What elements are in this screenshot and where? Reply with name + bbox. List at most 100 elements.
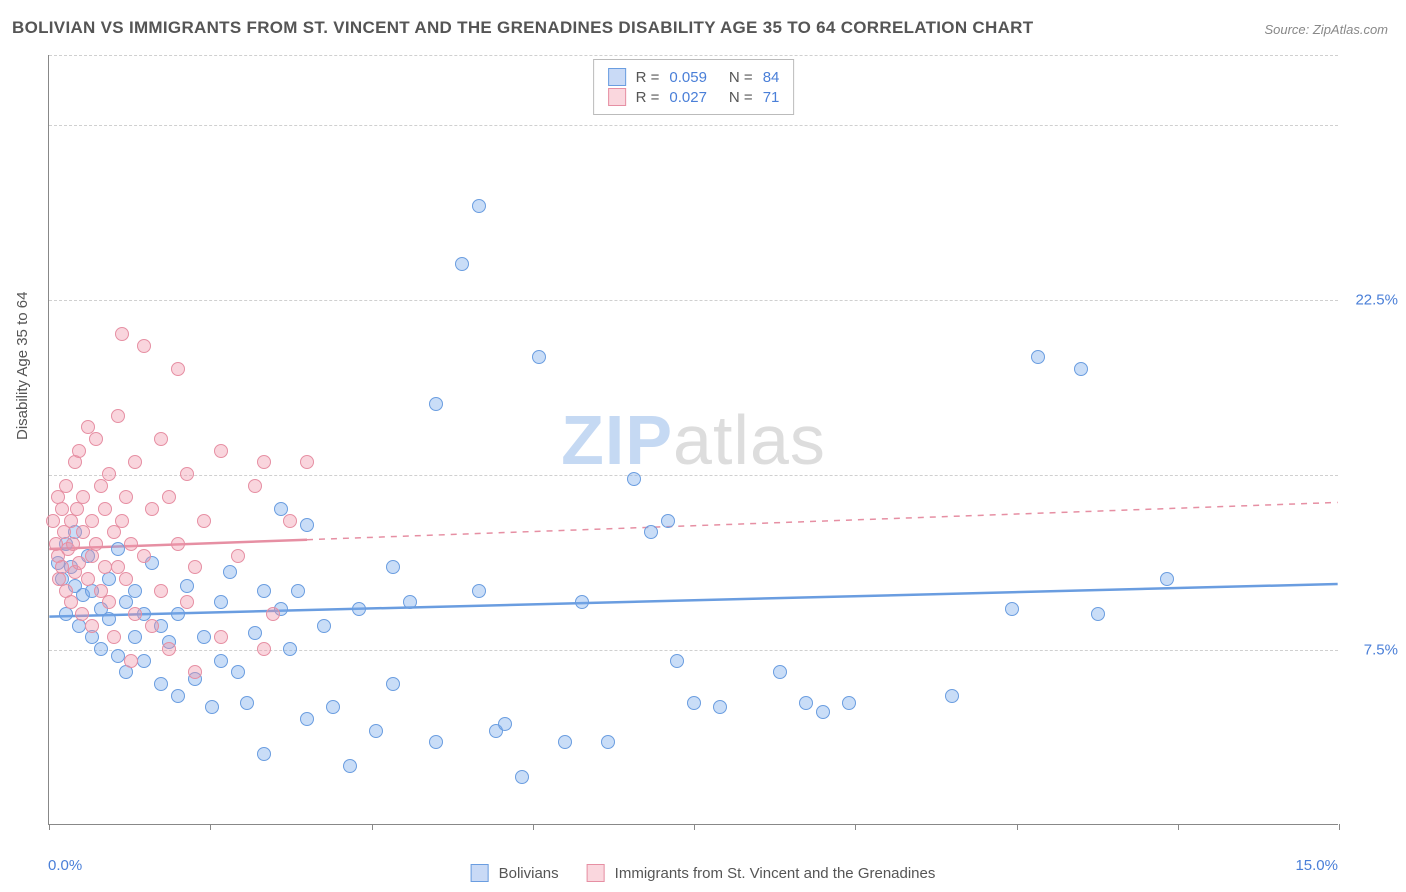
data-point <box>472 199 486 213</box>
bottom-legend: Bolivians Immigrants from St. Vincent an… <box>471 864 936 882</box>
y-tick-label: 7.5% <box>1364 642 1398 659</box>
chart-title: BOLIVIAN VS IMMIGRANTS FROM ST. VINCENT … <box>12 18 1033 38</box>
data-point <box>248 626 262 640</box>
data-point <box>455 257 469 271</box>
data-point <box>154 677 168 691</box>
data-point <box>429 397 443 411</box>
data-point <box>111 649 125 663</box>
data-point <box>498 717 512 731</box>
data-point <box>76 490 90 504</box>
data-point <box>231 549 245 563</box>
n-value-pink: 71 <box>763 89 780 106</box>
data-point <box>180 579 194 593</box>
data-point <box>115 327 129 341</box>
data-point <box>111 542 125 556</box>
data-point <box>1091 607 1105 621</box>
data-point <box>283 642 297 656</box>
data-point <box>223 565 237 579</box>
trend-line-dashed <box>307 502 1338 539</box>
data-point <box>115 514 129 528</box>
n-label: N = <box>729 89 753 106</box>
data-point <box>64 595 78 609</box>
data-point <box>171 689 185 703</box>
data-point <box>644 525 658 539</box>
plot-area: ZIPatlas R = 0.059 N = 84 R = 0.027 N = … <box>48 55 1338 825</box>
data-point <box>1005 602 1019 616</box>
gridline <box>49 650 1338 651</box>
data-point <box>1074 362 1088 376</box>
data-point <box>55 560 69 574</box>
legend-label-pink: Immigrants from St. Vincent and the Gren… <box>615 865 936 882</box>
x-tick <box>533 824 534 830</box>
r-label: R = <box>636 89 660 106</box>
data-point <box>558 735 572 749</box>
data-point <box>386 677 400 691</box>
data-point <box>188 665 202 679</box>
data-point <box>661 514 675 528</box>
data-point <box>107 630 121 644</box>
r-value-blue: 0.059 <box>669 69 707 86</box>
legend-label-blue: Bolivians <box>499 865 559 882</box>
data-point <box>532 350 546 364</box>
gridline <box>49 125 1338 126</box>
source-attribution: Source: ZipAtlas.com <box>1264 22 1388 37</box>
data-point <box>799 696 813 710</box>
data-point <box>326 700 340 714</box>
data-point <box>352 602 366 616</box>
data-point <box>575 595 589 609</box>
data-point <box>257 584 271 598</box>
data-point <box>162 642 176 656</box>
data-point <box>197 630 211 644</box>
data-point <box>94 479 108 493</box>
gridline <box>49 300 1338 301</box>
x-tick <box>694 824 695 830</box>
data-point <box>72 556 86 570</box>
data-point <box>283 514 297 528</box>
chart-container: BOLIVIAN VS IMMIGRANTS FROM ST. VINCENT … <box>0 0 1406 892</box>
data-point <box>429 735 443 749</box>
data-point <box>687 696 701 710</box>
data-point <box>124 537 138 551</box>
data-point <box>128 584 142 598</box>
x-tick <box>210 824 211 830</box>
stats-legend: R = 0.059 N = 84 R = 0.027 N = 71 <box>593 59 795 115</box>
data-point <box>119 572 133 586</box>
data-point <box>343 759 357 773</box>
data-point <box>107 525 121 539</box>
data-point <box>240 696 254 710</box>
data-point <box>180 595 194 609</box>
stats-row-pink: R = 0.027 N = 71 <box>608 88 780 106</box>
data-point <box>231 665 245 679</box>
swatch-pink-icon <box>587 864 605 882</box>
data-point <box>386 560 400 574</box>
data-point <box>300 518 314 532</box>
x-tick <box>49 824 50 830</box>
data-point <box>98 502 112 516</box>
data-point <box>515 770 529 784</box>
data-point <box>46 514 60 528</box>
x-tick-max: 15.0% <box>1295 857 1338 874</box>
swatch-blue-icon <box>608 68 626 86</box>
n-value-blue: 84 <box>763 69 780 86</box>
data-point <box>137 339 151 353</box>
data-point <box>124 654 138 668</box>
data-point <box>842 696 856 710</box>
data-point <box>137 654 151 668</box>
data-point <box>713 700 727 714</box>
data-point <box>773 665 787 679</box>
data-point <box>128 455 142 469</box>
gridline <box>49 475 1338 476</box>
data-point <box>369 724 383 738</box>
data-point <box>188 560 202 574</box>
data-point <box>102 467 116 481</box>
data-point <box>197 514 211 528</box>
x-tick <box>1339 824 1340 830</box>
data-point <box>601 735 615 749</box>
x-tick <box>855 824 856 830</box>
data-point <box>1160 572 1174 586</box>
watermark-atlas: atlas <box>673 401 826 479</box>
data-point <box>85 619 99 633</box>
data-point <box>75 607 89 621</box>
data-point <box>171 537 185 551</box>
data-point <box>128 607 142 621</box>
